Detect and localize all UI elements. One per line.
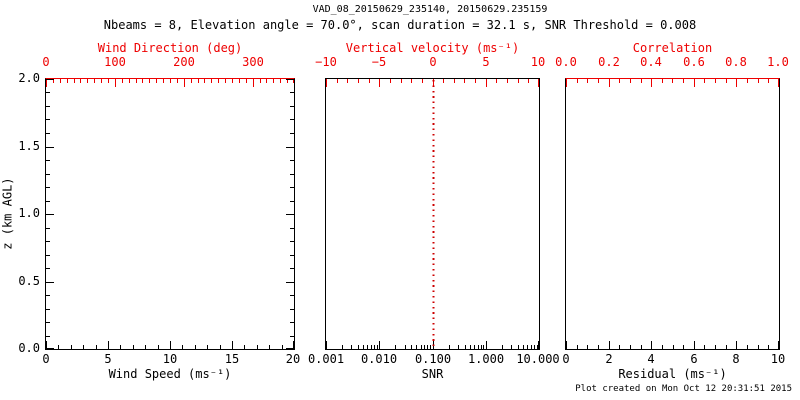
x-axis-label-residual: Residual (ms⁻¹) xyxy=(618,367,727,381)
top-tick-label-residual: 0.8 xyxy=(725,55,747,69)
x-tick-label-wind-speed: 10 xyxy=(162,352,178,366)
x-tick-label-residual: 10 xyxy=(770,352,786,366)
x-tick-label-wind-speed: 0 xyxy=(42,352,50,366)
y-tick-label: 1.5 xyxy=(18,139,40,153)
x-axis-label-wind-speed: Wind Speed (ms⁻¹) xyxy=(108,367,232,381)
x-tick-label-residual: 6 xyxy=(690,352,698,366)
top-tick-label-residual: 0.0 xyxy=(555,55,577,69)
top-tick-label-wind-speed: 0 xyxy=(42,55,50,69)
y-tick-label: 2.0 xyxy=(18,71,40,85)
top-tick-label-wind-speed: 200 xyxy=(173,55,195,69)
top-tick-label-residual: 0.4 xyxy=(640,55,662,69)
panel-axes-snr xyxy=(326,79,539,349)
top-axis-label-correlation: Correlation xyxy=(632,41,713,55)
x-tick-label-residual: 0 xyxy=(562,352,570,366)
x-tick-label-wind-speed: 20 xyxy=(285,352,301,366)
x-tick-label-snr: 0.100 xyxy=(414,352,452,366)
plot-title: VAD_08_20150629_235140, 20150629.235159 xyxy=(312,4,548,15)
x-tick-label-snr: 0.001 xyxy=(307,352,345,366)
top-tick-label-residual: 0.2 xyxy=(598,55,620,69)
x-tick-label-residual: 2 xyxy=(605,352,613,366)
x-tick-label-snr: 10.000 xyxy=(516,352,560,366)
top-tick-label-snr: 5 xyxy=(482,55,490,69)
top-tick-label-snr: 0 xyxy=(429,55,437,69)
y-tick-label: 1.0 xyxy=(18,206,40,220)
plot-created-timestamp: Plot created on Mon Oct 12 20:31:51 2015 xyxy=(575,384,792,394)
top-tick-label-snr: −10 xyxy=(315,55,337,69)
top-tick-label-snr: −5 xyxy=(371,55,387,69)
x-tick-label-snr: 1.000 xyxy=(467,352,505,366)
top-tick-label-wind-speed: 300 xyxy=(242,55,264,69)
x-tick-label-snr: 0.010 xyxy=(360,352,398,366)
x-tick-label-wind-speed: 5 xyxy=(104,352,112,366)
top-tick-label-residual: 0.6 xyxy=(683,55,705,69)
top-axis-label-vertical-velocity: Vertical velocity (ms⁻¹) xyxy=(345,41,520,55)
panel-snr xyxy=(325,78,540,350)
top-tick-label-residual: 1.0 xyxy=(767,55,789,69)
x-axis-label-snr: SNR xyxy=(421,367,444,381)
top-axis-label-wind-direction: Wind Direction (deg) xyxy=(97,41,243,55)
top-tick-label-wind-speed: 100 xyxy=(104,55,126,69)
x-tick-label-residual: 4 xyxy=(647,352,655,366)
y-tick-label: 0.5 xyxy=(18,274,40,288)
panel-residual xyxy=(565,78,780,350)
panel-axes-wind-speed xyxy=(46,79,294,349)
x-tick-label-wind-speed: 15 xyxy=(224,352,240,366)
panel-axes-residual xyxy=(566,79,779,349)
plot-subtitle: Nbeams = 8, Elevation angle = 70.0°, sca… xyxy=(103,18,697,32)
x-tick-label-residual: 8 xyxy=(732,352,740,366)
panel-wind-speed xyxy=(45,78,295,350)
y-tick-label: 0.0 xyxy=(18,341,40,355)
top-tick-label-snr: 10 xyxy=(530,55,546,69)
